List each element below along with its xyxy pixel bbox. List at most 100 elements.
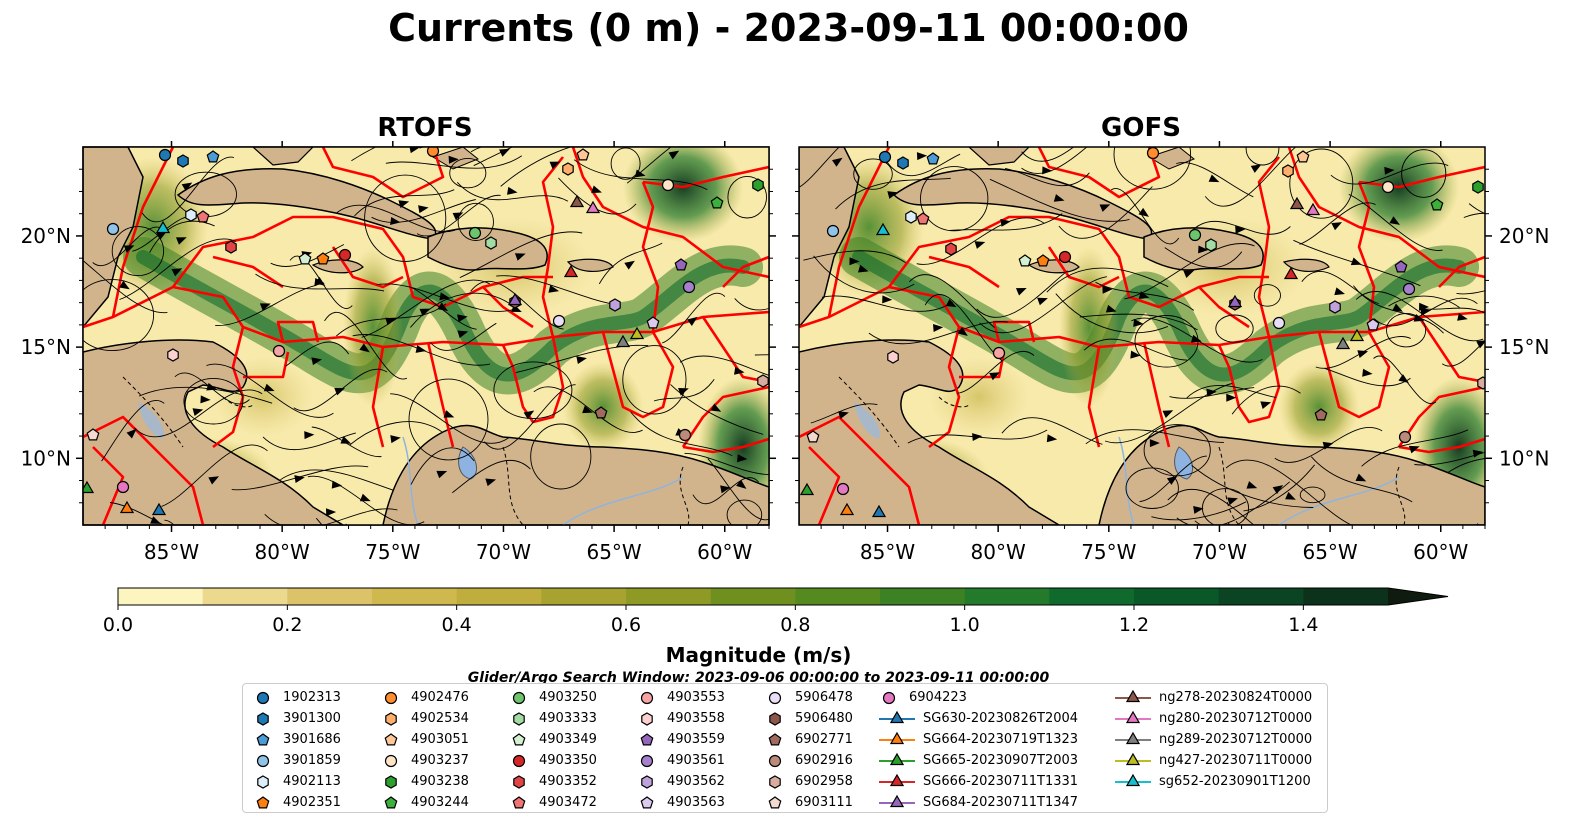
colorbar-tick-label: 0.4 xyxy=(442,614,472,636)
legend-label: 4903563 xyxy=(667,795,725,810)
legend-label: ng280-20230712T0000 xyxy=(1159,711,1313,726)
legend-entry: ng280-20230712T0000 xyxy=(1113,708,1312,729)
legend-label: 4903562 xyxy=(667,774,725,789)
float-marker xyxy=(1188,228,1202,242)
legend-column: 5906478 5906480 6902771 6902916 6902958 69031… xyxy=(763,687,853,813)
legend-marker-icon xyxy=(879,731,915,744)
float-marker xyxy=(338,248,352,262)
legend-entry: 4903561 xyxy=(635,750,725,771)
legend-label: 4903250 xyxy=(539,690,597,705)
float-marker xyxy=(875,222,891,236)
float-marker xyxy=(298,252,312,265)
float-marker xyxy=(1366,318,1380,331)
legend-marker-icon xyxy=(512,795,526,808)
legend-entry: 4903563 xyxy=(635,792,725,813)
float-marker xyxy=(468,226,482,240)
lat-tick-label: 10°N xyxy=(21,446,71,470)
colorbar-tick-label: 0.0 xyxy=(103,614,133,636)
lon-tick-label: 65°W xyxy=(586,540,641,564)
legend-marker-icon xyxy=(513,711,525,726)
float-marker xyxy=(272,344,286,358)
float-marker xyxy=(1289,196,1305,210)
legend-entry: 4903553 xyxy=(635,687,725,708)
float-marker xyxy=(878,150,892,164)
legend-marker-icon xyxy=(513,774,525,789)
float-marker xyxy=(1146,147,1160,160)
legend-label: 4903349 xyxy=(539,732,597,747)
float-marker xyxy=(585,200,601,214)
float-marker xyxy=(485,236,497,250)
float-marker xyxy=(1282,164,1294,178)
lon-tick-label: 70°W xyxy=(476,540,531,564)
legend-label: 3901300 xyxy=(283,711,341,726)
legend-column: 4903250 4903333 4903349 4903350 4903352 49034… xyxy=(507,687,597,813)
float-marker xyxy=(563,264,579,278)
legend-label: 3901859 xyxy=(283,753,341,768)
lon-tick-label: 80°W xyxy=(255,540,310,564)
legend-label: 1902313 xyxy=(283,690,341,705)
legend-entry: 4903244 xyxy=(379,792,469,813)
legend-entry: 4902534 xyxy=(379,708,469,729)
float-marker xyxy=(757,374,769,388)
float-marker xyxy=(426,147,440,158)
legend-label: ng278-20230824T0000 xyxy=(1159,690,1313,705)
legend-label: 4903352 xyxy=(539,774,597,789)
float-marker xyxy=(562,162,574,176)
legend-column: 4903553 4903558 4903559 4903561 4903562 49035… xyxy=(635,687,725,813)
colorbar-extend-arrow xyxy=(1388,588,1448,605)
colorbar-bin xyxy=(202,588,288,605)
legend-entry: 4903562 xyxy=(635,771,725,792)
legend-marker-icon xyxy=(384,691,398,704)
float-marker xyxy=(674,258,688,271)
lat-tick-label: 15°N xyxy=(1499,335,1549,359)
colorbar-bin xyxy=(626,588,712,605)
colorbar-tick-label: 0.2 xyxy=(272,614,302,636)
legend-marker-icon xyxy=(641,711,653,726)
legend-entry: 4903558 xyxy=(635,708,725,729)
legend-marker-icon xyxy=(256,795,270,808)
legend-marker-icon xyxy=(879,773,915,786)
legend-entry: 4903250 xyxy=(507,687,597,708)
legend-entry: 4903352 xyxy=(507,771,597,792)
legend-label: 3901686 xyxy=(283,732,341,747)
legend-label: 5906478 xyxy=(795,690,853,705)
legend-marker-icon xyxy=(882,691,896,704)
legend-marker-icon xyxy=(768,732,782,745)
figure-title: Currents (0 m) - 2023-09-11 00:00:00 xyxy=(388,6,1189,50)
legend-marker-icon xyxy=(384,754,398,767)
legend-label: 4903472 xyxy=(539,795,597,810)
legend-entry: sg652-20230901T1200 xyxy=(1113,771,1312,792)
float-marker xyxy=(1058,250,1072,264)
colorbar-bin xyxy=(795,588,881,605)
float-marker xyxy=(1472,180,1484,194)
float-marker xyxy=(615,334,631,348)
lat-tick-label: 10°N xyxy=(1499,446,1549,470)
float-marker xyxy=(1018,254,1032,267)
colorbar-bin xyxy=(1134,588,1220,605)
legend-entry: 4902476 xyxy=(379,687,469,708)
legend-entry: 4903472 xyxy=(507,792,597,813)
legend-marker-icon xyxy=(879,710,915,723)
legend-entry: SG666-20230711T1331 xyxy=(877,771,1078,792)
legend-label: SG684-20230711T1347 xyxy=(923,795,1079,810)
legend: 1902313 3901300 3901686 3901859 4902113 49023… xyxy=(242,683,1328,813)
legend-marker-icon xyxy=(385,711,397,726)
legend-marker-icon xyxy=(879,794,915,807)
legend-label: 4903051 xyxy=(411,732,469,747)
float-marker xyxy=(185,208,197,222)
float-marker xyxy=(119,500,135,514)
float-marker xyxy=(1296,150,1310,163)
legend-marker-icon xyxy=(640,795,654,808)
lon-tick-label: 85°W xyxy=(860,540,915,564)
legend-marker-icon xyxy=(640,732,654,745)
legend-entry: 6904223 xyxy=(877,687,1078,708)
float-marker xyxy=(167,348,179,362)
lat-tick-label: 15°N xyxy=(21,335,71,359)
colorbar-bin xyxy=(880,588,966,605)
gofs-map xyxy=(798,146,1486,526)
float-marker xyxy=(196,210,210,223)
float-marker xyxy=(1381,180,1395,194)
lon-tick-label: 65°W xyxy=(1302,540,1357,564)
legend-entry: SG664-20230719T1323 xyxy=(877,729,1078,750)
